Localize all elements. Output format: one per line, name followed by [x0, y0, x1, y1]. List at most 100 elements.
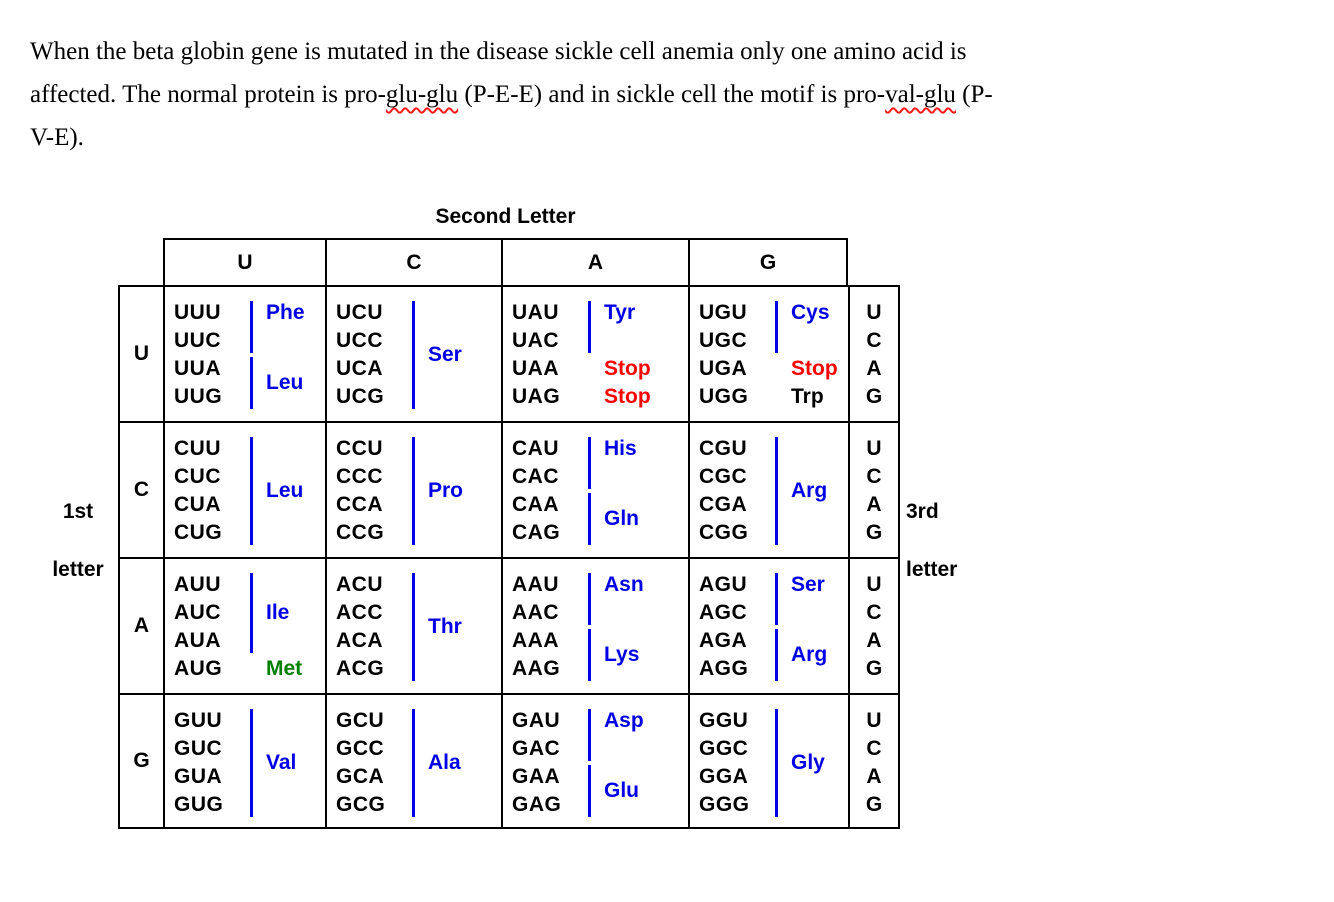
intro-wavy-val-glu: val-glu: [885, 81, 956, 108]
codon-list: CUU CUC CUA CUG: [174, 435, 250, 547]
codon-GAC: GAC: [512, 737, 561, 760]
codon-AAU: AAU: [512, 573, 559, 596]
third-letter-A: A: [866, 765, 882, 788]
cell-A-A: AAU AAC Asn AAA AAG Lys: [501, 557, 688, 693]
codon-list: GUU GUC GUA GUG: [174, 707, 250, 819]
codon-group: AUG Met: [174, 655, 321, 683]
amino-label-ser: Ser: [428, 343, 462, 366]
amino-label-asn: Asn: [604, 573, 644, 596]
amino-label-leu: Leu: [266, 371, 304, 394]
codon-group: CAU CAC His: [512, 435, 684, 491]
codon-AAG: AAG: [512, 657, 561, 680]
amino-label-tyr: Tyr: [604, 301, 636, 324]
group-divider-bar: [775, 709, 778, 817]
codon-list: UCU UCC UCA UCG: [336, 299, 412, 411]
third-letter-C: C: [866, 737, 882, 760]
third-letter-G: G: [865, 793, 883, 816]
codon-AAC: AAC: [512, 601, 559, 624]
codon-list: GGU GGC GGA GGG: [699, 707, 775, 819]
codon-list: UUU UUC: [174, 299, 250, 355]
codon-CUG: CUG: [174, 521, 223, 544]
codon-GUG: GUG: [174, 793, 224, 816]
amino-label-stop: Stop: [604, 357, 651, 380]
group-divider-spacer: [588, 357, 591, 381]
third-letter-U: U: [866, 437, 882, 460]
cell-C-U: CUU CUC CUA CUG Leu: [163, 421, 325, 557]
third-letter-label-line1: 3rd: [906, 500, 939, 523]
codon-UCU: UCU: [336, 301, 383, 324]
codon-CAA: CAA: [512, 493, 559, 516]
codon-CAG: CAG: [512, 521, 561, 544]
codon-list: UAA: [512, 355, 588, 383]
amino-label-ser: Ser: [791, 573, 825, 596]
codon-list: CAA CAG: [512, 491, 588, 547]
codon-group: AAU AAC Asn: [512, 571, 684, 627]
codon-UGC: UGC: [699, 329, 748, 352]
amino-label-stop: Stop: [791, 357, 838, 380]
codon-list: UAG: [512, 383, 588, 411]
codon-CUA: CUA: [174, 493, 221, 516]
codon-CCC: CCC: [336, 465, 383, 488]
codon-CCU: CCU: [336, 437, 383, 460]
group-divider-bar: [588, 629, 591, 681]
codon-CUU: CUU: [174, 437, 221, 460]
codon-AUU: AUU: [174, 573, 221, 596]
codon-UGA: UGA: [699, 357, 748, 380]
intro-line-3: V-E).: [30, 124, 84, 151]
codon-list: GAU GAC: [512, 707, 588, 763]
amino-label-glu: Glu: [604, 779, 639, 802]
codon-group: UUA UUG Leu: [174, 355, 321, 411]
third-letter-A: A: [866, 357, 882, 380]
cell-U-U: UUU UUC Phe UUA UUG Leu: [163, 285, 325, 421]
codon-GAU: GAU: [512, 709, 561, 732]
codon-UAG: UAG: [512, 385, 561, 408]
codon-UAC: UAC: [512, 329, 559, 352]
codon-table: U C A G U UUU UUC Phe UUA UUG Leu UCU UCC UCA UCG Ser UA…: [118, 238, 900, 829]
group-divider-bar: [412, 437, 415, 545]
codon-list: CAU CAC: [512, 435, 588, 491]
first-letter-label-line2: letter: [52, 558, 104, 581]
amino-label-val: Val: [266, 751, 297, 774]
group-divider-spacer: [250, 657, 253, 681]
codon-GGA: GGA: [699, 765, 749, 788]
codon-list: AGU AGC: [699, 571, 775, 627]
codon-group: AGA AGG Arg: [699, 627, 844, 683]
group-divider-bar: [250, 357, 253, 409]
cell-C-A: CAU CAC His CAA CAG Gln: [501, 421, 688, 557]
codon-group: AAA AAG Lys: [512, 627, 684, 683]
group-divider-bar: [775, 301, 778, 353]
amino-label-ile: Ile: [266, 601, 290, 624]
codon-CAC: CAC: [512, 465, 559, 488]
third-letter-label-line2: letter: [906, 558, 958, 581]
third-letter-A: A: [866, 629, 882, 652]
codon-group: GUU GUC GUA GUG Val: [174, 707, 321, 819]
group-divider-bar: [588, 765, 591, 817]
amino-label-asp: Asp: [604, 709, 644, 732]
codon-UUA: UUA: [174, 357, 221, 380]
group-divider-bar: [588, 301, 591, 353]
intro-line2-text-2: (P-E-E) and in sickle cell the motif is …: [458, 81, 886, 108]
codon-group: GAA GAG Glu: [512, 763, 684, 819]
amino-label-cys: Cys: [791, 301, 830, 324]
group-divider-bar: [250, 573, 253, 653]
codon-list: GCU GCC GCA GCG: [336, 707, 412, 819]
codon-AGA: AGA: [699, 629, 748, 652]
amino-label-gln: Gln: [604, 507, 639, 530]
codon-list: CGU CGC CGA CGG: [699, 435, 775, 547]
group-divider-bar: [250, 437, 253, 545]
group-divider-bar: [775, 573, 778, 625]
codon-group: UUU UUC Phe: [174, 299, 321, 355]
codon-AUA: AUA: [174, 629, 221, 652]
group-divider-bar: [250, 709, 253, 817]
codon-UUU: UUU: [174, 301, 221, 324]
codon-group: AUU AUC AUA Ile: [174, 571, 321, 655]
group-divider-spacer: [775, 385, 778, 409]
cell-U-G: UGU UGC Cys UGA Stop UGG Trp: [688, 285, 848, 421]
codon-list: UUA UUG: [174, 355, 250, 411]
codon-group: UAU UAC Tyr: [512, 299, 684, 355]
cell-G-C: GCU GCC GCA GCG Ala: [325, 693, 501, 829]
cell-U-C: UCU UCC UCA UCG Ser: [325, 285, 501, 421]
